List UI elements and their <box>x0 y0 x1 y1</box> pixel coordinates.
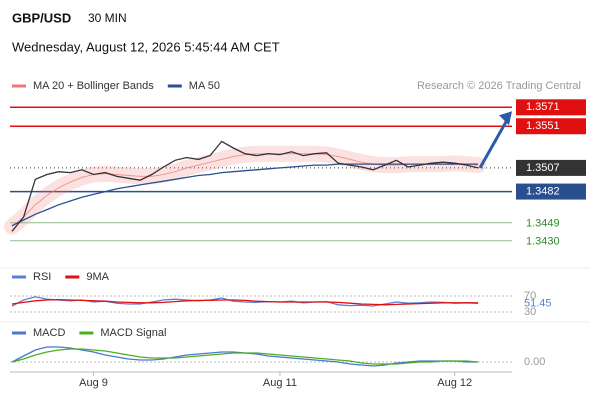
level-label: 1.3482 <box>526 185 560 197</box>
legend-label: MA 20 + Bollinger Bands <box>33 80 154 92</box>
y-tick-label: 70 <box>524 290 536 302</box>
y-tick-label: 0.00 <box>524 356 545 368</box>
forecast-arrowhead <box>499 111 512 126</box>
series-line <box>11 296 479 307</box>
level-label: 1.3551 <box>526 120 560 132</box>
series-line <box>11 153 479 227</box>
forecast-arrow <box>478 117 510 169</box>
legend-label: MACD <box>33 327 65 339</box>
legend-label: MACD Signal <box>100 327 166 339</box>
x-tick-label: Aug 11 <box>263 377 297 389</box>
series-line <box>11 140 479 232</box>
legend-label: 9MA <box>86 271 109 283</box>
rsi-value: 51.45 <box>524 297 552 309</box>
y-tick-label: 30 <box>524 306 536 318</box>
symbol: GBP/USD <box>12 10 71 25</box>
legend-label: RSI <box>33 271 51 283</box>
x-tick-label: Aug 9 <box>79 377 108 389</box>
datetime: Wednesday, August 12, 2026 5:45:44 AM CE… <box>12 39 280 54</box>
level-box <box>516 183 586 200</box>
level-label: 1.3507 <box>526 162 560 174</box>
series-line <box>11 348 479 365</box>
series-line <box>11 298 478 306</box>
level-box <box>516 118 586 135</box>
level-label: 1.3430 <box>526 236 560 248</box>
x-tick-label: Aug 12 <box>437 377 472 389</box>
interval: 30 MIN <box>88 11 127 25</box>
credit: Research © 2026 Trading Central <box>417 80 581 92</box>
series-line <box>11 163 478 227</box>
level-box <box>516 99 586 116</box>
level-label: 1.3571 <box>526 101 560 113</box>
legend-label: MA 50 <box>189 80 220 92</box>
level-label: 1.3449 <box>526 218 560 230</box>
level-box <box>516 159 586 176</box>
